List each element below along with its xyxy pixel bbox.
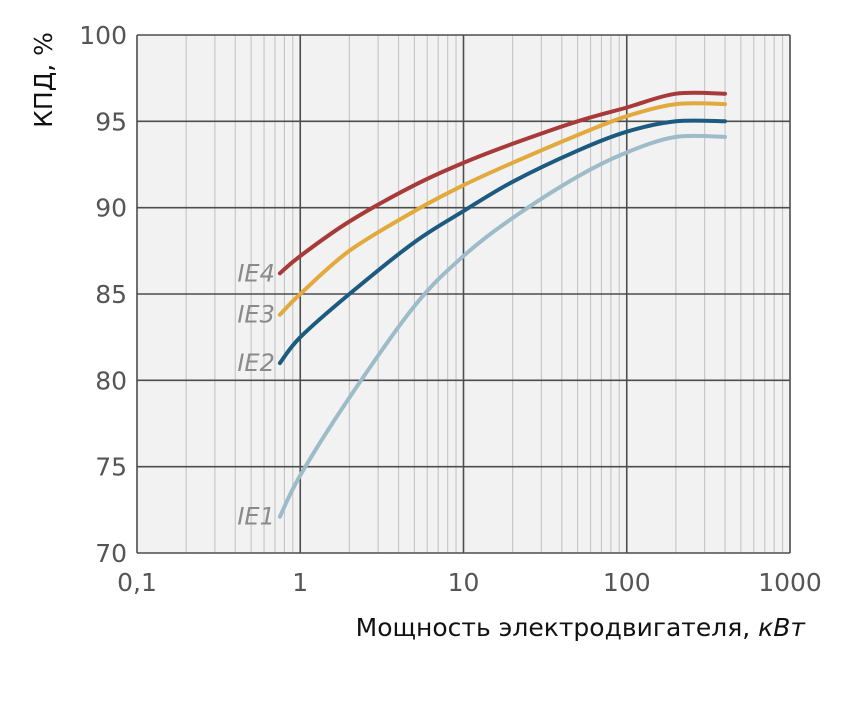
series-line-ie3 <box>277 101 727 317</box>
series-line-ie1 <box>277 133 727 519</box>
x-tick-label: 10 <box>448 568 480 597</box>
y-tick-label: 80 <box>95 366 127 395</box>
series-label-ie1: IE1 <box>237 503 275 531</box>
x-axis-label: Мощность электродвигателя, кВт <box>356 613 807 642</box>
y-tick-label: 75 <box>95 453 127 482</box>
x-tick-label: 100 <box>603 568 651 597</box>
x-tick-label: 0,1 <box>117 568 157 597</box>
series-lines <box>277 90 727 519</box>
y-tick-label: 95 <box>95 107 127 136</box>
series-label-ie2: IE2 <box>237 349 275 377</box>
grid <box>136 34 791 554</box>
series-line-ie2 <box>277 118 727 366</box>
x-tick-label: 1 <box>292 568 308 597</box>
x-tick-label: 1000 <box>758 568 822 597</box>
y-axis-label: КПД, % <box>29 32 58 128</box>
tick-labels: 0,1 1 10 100 1000 70 75 80 85 90 95 100 <box>79 21 822 597</box>
series-label-ie3: IE3 <box>237 301 275 329</box>
y-tick-label: 90 <box>95 194 127 223</box>
y-tick-label: 85 <box>95 280 127 309</box>
y-tick-label: 70 <box>95 539 127 568</box>
series-labels: IE4 IE3 IE2 IE1 <box>237 259 275 530</box>
y-tick-label: 100 <box>79 21 127 50</box>
series-label-ie4: IE4 <box>237 259 275 287</box>
series-line-ie4 <box>277 90 727 276</box>
x-axis-unit: кВт <box>758 613 806 642</box>
